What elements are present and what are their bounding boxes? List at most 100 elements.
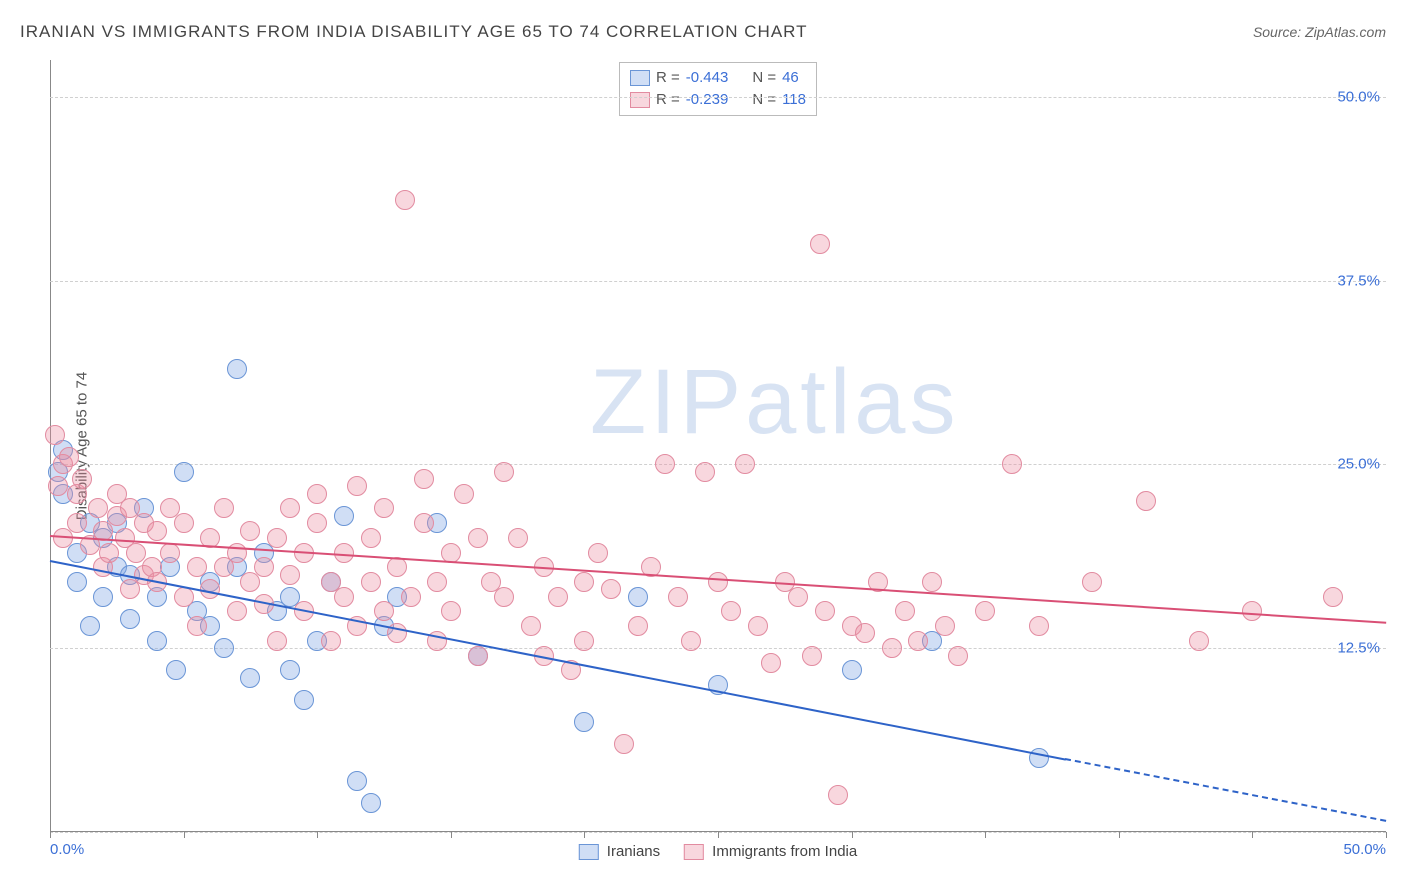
scatter-point <box>280 498 300 518</box>
x-tick <box>184 832 185 838</box>
scatter-point <box>427 572 447 592</box>
scatter-point <box>240 668 260 688</box>
scatter-point <box>454 484 474 504</box>
legend-swatch <box>630 92 650 108</box>
watermark: ZIPatlas <box>590 350 959 455</box>
scatter-point <box>361 528 381 548</box>
scatter-point <box>395 190 415 210</box>
scatter-point <box>574 572 594 592</box>
scatter-point <box>80 616 100 636</box>
scatter-point <box>815 601 835 621</box>
scatter-point <box>187 616 207 636</box>
scatter-point <box>401 587 421 607</box>
legend-series-name: Immigrants from India <box>712 843 857 860</box>
scatter-point <box>628 587 648 607</box>
x-tick <box>1252 832 1253 838</box>
legend-swatch <box>684 844 704 860</box>
scatter-point <box>735 454 755 474</box>
x-tick <box>317 832 318 838</box>
gridline <box>50 464 1386 465</box>
regression-line <box>1065 758 1386 822</box>
scatter-point <box>254 557 274 577</box>
scatter-point <box>240 521 260 541</box>
legend-n-value: 118 <box>782 89 806 111</box>
legend-series-name: Iranians <box>607 843 660 860</box>
scatter-point <box>59 447 79 467</box>
scatter-point <box>508 528 528 548</box>
scatter-point <box>280 565 300 585</box>
legend-swatch <box>579 844 599 860</box>
legend-r-value: -0.443 <box>686 67 729 89</box>
scatter-point <box>788 587 808 607</box>
scatter-point <box>374 498 394 518</box>
scatter-point <box>99 543 119 563</box>
x-tick <box>1386 832 1387 838</box>
scatter-point <box>334 543 354 563</box>
scatter-point <box>1136 491 1156 511</box>
x-tick <box>584 832 585 838</box>
scatter-point <box>147 521 167 541</box>
scatter-point <box>908 631 928 651</box>
scatter-point <box>842 660 862 680</box>
scatter-point <box>334 587 354 607</box>
scatter-point <box>374 601 394 621</box>
scatter-point <box>695 462 715 482</box>
scatter-point <box>166 660 186 680</box>
scatter-point <box>468 528 488 548</box>
scatter-point <box>441 601 461 621</box>
scatter-point <box>948 646 968 666</box>
scatter-point <box>120 609 140 629</box>
scatter-point <box>975 601 995 621</box>
scatter-point <box>810 234 830 254</box>
scatter-point <box>334 506 354 526</box>
scatter-point <box>267 528 287 548</box>
scatter-point <box>414 513 434 533</box>
scatter-point <box>174 513 194 533</box>
gridline <box>50 97 1386 98</box>
y-tick-label: 25.0% <box>1337 456 1380 473</box>
x-tick-label: 0.0% <box>50 841 84 858</box>
scatter-point <box>160 543 180 563</box>
scatter-point <box>227 601 247 621</box>
scatter-point <box>227 543 247 563</box>
y-axis <box>50 60 51 832</box>
scatter-point <box>521 616 541 636</box>
scatter-point <box>922 572 942 592</box>
scatter-point <box>227 359 247 379</box>
scatter-point <box>361 572 381 592</box>
scatter-point <box>187 557 207 577</box>
legend-n-value: 46 <box>782 67 799 89</box>
source-label: Source: ZipAtlas.com <box>1253 24 1386 40</box>
scatter-point <box>72 469 92 489</box>
scatter-point <box>67 572 87 592</box>
legend-r-value: -0.239 <box>686 89 729 111</box>
series-legend: Iranians Immigrants from India <box>579 843 857 860</box>
scatter-point <box>387 557 407 577</box>
scatter-point <box>307 513 327 533</box>
scatter-point <box>855 623 875 643</box>
scatter-point <box>588 543 608 563</box>
scatter-point <box>802 646 822 666</box>
scatter-point <box>882 638 902 658</box>
scatter-point <box>267 631 287 651</box>
x-tick <box>985 832 986 838</box>
scatter-point <box>294 690 314 710</box>
scatter-point <box>895 601 915 621</box>
scatter-point <box>681 631 701 651</box>
y-tick-label: 12.5% <box>1337 640 1380 657</box>
legend-swatch <box>630 70 650 86</box>
scatter-point <box>748 616 768 636</box>
legend-r-label: R = <box>656 89 680 111</box>
scatter-point <box>1242 601 1262 621</box>
scatter-point <box>614 734 634 754</box>
scatter-point <box>174 587 194 607</box>
x-tick <box>1119 832 1120 838</box>
x-tick <box>50 832 51 838</box>
scatter-point <box>126 543 146 563</box>
scatter-point <box>361 793 381 813</box>
chart-title: IRANIAN VS IMMIGRANTS FROM INDIA DISABIL… <box>20 22 808 42</box>
scatter-point <box>88 498 108 518</box>
scatter-point <box>935 616 955 636</box>
legend-n-label: N = <box>752 89 776 111</box>
x-tick-label: 50.0% <box>1343 841 1386 858</box>
